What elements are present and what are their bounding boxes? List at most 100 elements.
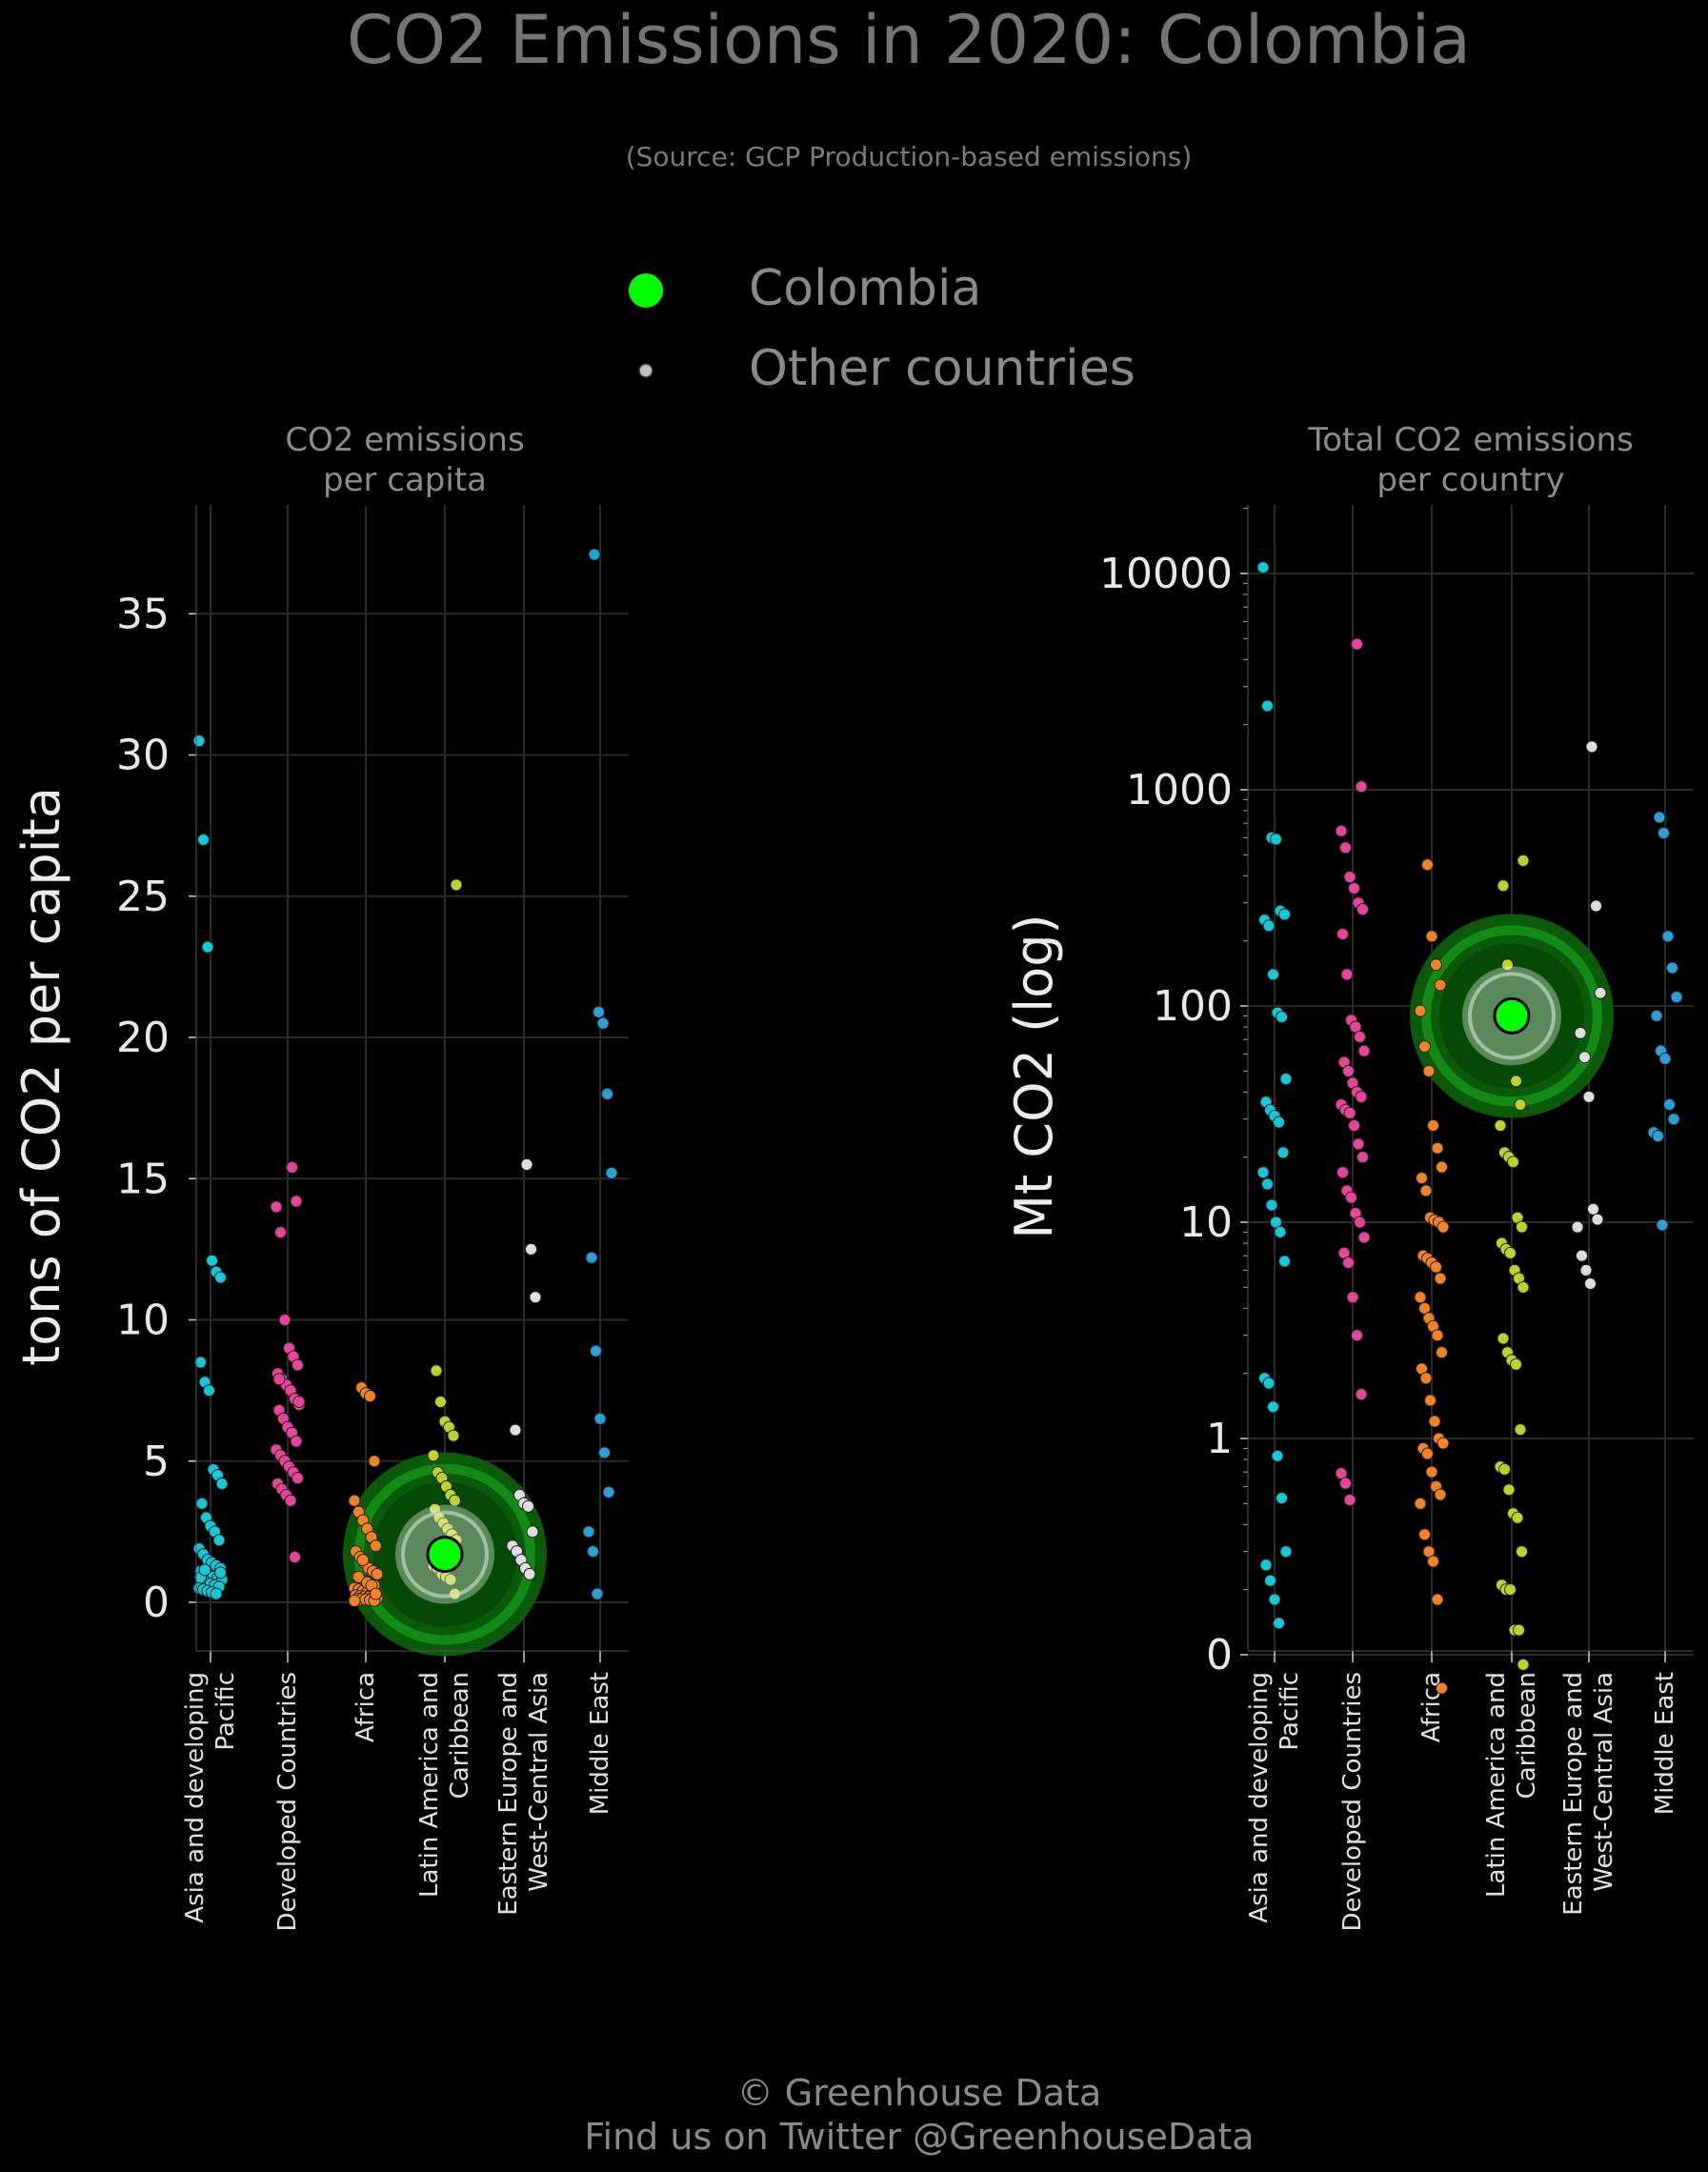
category-label-line: Pacific	[1276, 1672, 1304, 1751]
category-label-line: Latin America and	[415, 1672, 444, 1898]
category-label-line: Latin America and	[1482, 1672, 1511, 1898]
data-point	[1256, 1166, 1270, 1179]
data-point	[1276, 1492, 1288, 1505]
data-point	[1342, 1064, 1355, 1077]
highlight-glow-ring	[1468, 972, 1556, 1060]
data-point	[1574, 1026, 1587, 1039]
data-point	[214, 1271, 227, 1284]
category-label-line: Asia and developing	[1245, 1672, 1274, 1923]
data-point	[1262, 919, 1276, 933]
data-point	[522, 1499, 534, 1513]
data-point	[427, 1449, 440, 1462]
category-label-line: Asia and developing	[181, 1672, 210, 1923]
data-point	[272, 1373, 286, 1386]
legend-marker-other	[638, 363, 653, 378]
data-point	[1418, 1528, 1431, 1541]
data-point	[1507, 1156, 1519, 1169]
legend: Colombia Other countries	[629, 260, 1135, 397]
data-point	[1430, 958, 1442, 972]
data-point	[1357, 1231, 1371, 1244]
footer-copyright: © Greenhouse Data	[737, 2072, 1102, 2114]
category-label-developed-countries: Developed Countries	[1338, 1672, 1367, 1931]
data-point	[348, 1494, 361, 1507]
panel-title: CO2 emissions per capita	[285, 421, 524, 499]
data-point	[1351, 637, 1363, 651]
data-point	[1587, 1202, 1599, 1216]
data-point	[1661, 930, 1675, 943]
data-point	[1354, 1030, 1366, 1043]
data-point	[593, 1005, 605, 1018]
data-point	[1436, 1346, 1448, 1359]
category-label-latin-america-and-caribbean: Latin America andCaribbean	[415, 1672, 474, 1898]
data-point	[1658, 827, 1670, 840]
data-point	[210, 1587, 223, 1600]
y-tick-label: 1	[1206, 1415, 1233, 1463]
data-point	[1335, 824, 1348, 837]
data-point	[274, 1226, 287, 1239]
data-point	[1590, 899, 1602, 913]
data-point	[1276, 1146, 1290, 1159]
data-point	[1261, 699, 1274, 713]
panel-title-line: CO2 emissions	[285, 421, 524, 459]
y-tick-label: 10	[116, 1297, 170, 1345]
chart-title: CO2 Emissions in 2020: Colombia	[347, 1, 1471, 79]
data-point	[356, 1554, 370, 1567]
data-point	[587, 1545, 599, 1559]
data-point	[291, 1358, 304, 1372]
data-point	[278, 1314, 291, 1326]
data-point	[1434, 1272, 1447, 1285]
data-point	[582, 1525, 595, 1538]
highlight-point-colombia	[1493, 996, 1531, 1035]
data-point	[1265, 1198, 1278, 1212]
category-label-africa: Africa	[352, 1672, 380, 1742]
data-point	[1425, 1465, 1438, 1478]
category-label-line: Middle East	[1651, 1672, 1679, 1815]
data-point	[450, 878, 463, 892]
data-point	[1514, 1423, 1527, 1437]
data-point	[1578, 1051, 1591, 1064]
data-point	[1427, 1555, 1439, 1568]
category-label-line: Middle East	[586, 1672, 614, 1815]
data-point	[289, 1551, 301, 1564]
data-point	[1497, 879, 1510, 893]
category-label-line: Eastern Europe and	[494, 1672, 523, 1916]
data-point	[1267, 1400, 1279, 1414]
data-point	[1352, 1137, 1365, 1151]
data-point	[1434, 1488, 1447, 1501]
data-point	[1502, 1483, 1516, 1497]
data-point	[1430, 1260, 1442, 1274]
y-tick-label: 15	[116, 1155, 170, 1203]
data-point	[1431, 1593, 1444, 1606]
legend-label-other: Other countries	[749, 340, 1135, 397]
data-point	[525, 1242, 537, 1256]
data-point	[1340, 968, 1354, 981]
data-point	[1514, 1097, 1527, 1111]
data-point	[1422, 1064, 1436, 1077]
data-point	[1650, 1009, 1663, 1022]
data-point	[1276, 1010, 1288, 1023]
data-point	[1504, 1583, 1517, 1597]
y-axis-label: Mt CO2 (log)	[1004, 914, 1064, 1238]
data-point	[1355, 1090, 1368, 1103]
data-point	[1267, 968, 1279, 981]
data-point	[1343, 1493, 1356, 1506]
data-point	[1652, 1130, 1664, 1143]
data-point	[1271, 1449, 1284, 1462]
panel-title: Total CO2 emissions per country	[1307, 421, 1634, 499]
category-label-line: West-Central Asia	[1590, 1672, 1618, 1892]
y-tick-label: 1000	[1126, 766, 1233, 814]
data-point	[1354, 1216, 1366, 1229]
y-tick-label: 20	[116, 1014, 170, 1062]
footer-twitter: Find us on Twitter @GreenhouseData	[584, 2116, 1254, 2158]
data-point	[1355, 1388, 1368, 1401]
category-label-line: Pacific	[211, 1672, 240, 1751]
category-label-line: West-Central Asia	[525, 1672, 553, 1892]
data-point	[1501, 958, 1514, 972]
panel-title-line: Total CO2 emissions	[1307, 421, 1634, 459]
legend-marker-colombia	[629, 273, 663, 308]
data-point	[1437, 1220, 1450, 1234]
data-point	[1579, 1263, 1593, 1277]
footer: © Greenhouse Data Find us on Twitter @Gr…	[584, 2072, 1254, 2158]
data-point	[348, 1595, 361, 1608]
